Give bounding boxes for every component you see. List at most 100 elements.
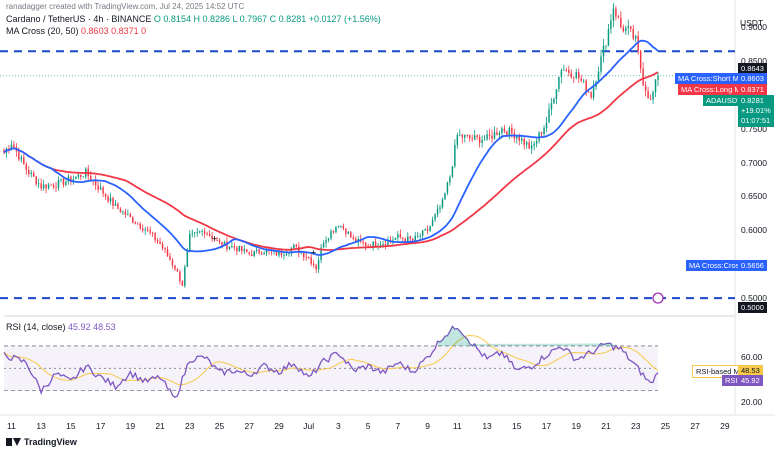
candle-body <box>132 216 134 223</box>
candle-body <box>451 166 454 177</box>
candle-body <box>184 266 186 286</box>
candle-body <box>644 85 647 91</box>
candle-body <box>241 246 243 251</box>
candle-body <box>151 232 154 234</box>
candle-body <box>65 181 67 185</box>
rsi-tick-label: 60.00 <box>741 352 763 363</box>
candle-body <box>99 187 102 190</box>
time-tick-label: 21 <box>155 421 165 431</box>
candle-body <box>387 239 389 245</box>
candle-body <box>174 265 176 270</box>
candle-body <box>340 225 342 227</box>
candle-body <box>327 238 330 241</box>
candle-body <box>652 92 654 100</box>
candle-body <box>565 69 568 71</box>
candle-body <box>461 134 464 138</box>
candle-body <box>330 231 332 239</box>
candle-body <box>146 229 149 231</box>
ma-label: MA Cross (20, 50) <box>6 26 79 36</box>
candle-body <box>238 246 241 252</box>
symbol-tag-label: ADAUSDT <box>703 95 745 106</box>
rsi-ma-tag-value: 48.53 <box>738 365 763 376</box>
candle-body <box>446 182 449 194</box>
candle-body <box>117 203 119 209</box>
candle-body <box>80 174 82 177</box>
candle-body <box>612 8 615 21</box>
ma-short-line <box>3 39 659 256</box>
ma-indicator-legend[interactable]: MA Cross (20, 50) 0.8603 0.8371 0 <box>6 26 146 36</box>
candle-body <box>409 236 412 239</box>
candle-body <box>42 184 45 189</box>
candle-body <box>563 69 565 71</box>
candle-body <box>647 90 649 99</box>
candle-body <box>293 244 295 249</box>
candle-body <box>189 233 191 251</box>
candle-body <box>30 172 32 174</box>
candle-body <box>107 196 109 202</box>
candle-body <box>456 134 459 145</box>
candle-body <box>617 16 620 18</box>
candle-body <box>166 249 169 257</box>
tradingview-brand: TradingView <box>24 437 77 447</box>
candle-body <box>625 27 627 32</box>
candle-body <box>454 144 456 167</box>
candle-body <box>607 28 610 46</box>
candle-body <box>144 229 146 231</box>
candle-body <box>582 80 585 82</box>
candle-body <box>307 257 310 259</box>
candle-body <box>203 231 206 234</box>
candle-body <box>444 193 446 200</box>
candle-body <box>139 223 141 229</box>
time-tick-label: Jul <box>303 421 315 431</box>
time-tick-label: 13 <box>36 421 46 431</box>
candle-body <box>471 138 473 140</box>
symbol-countdown: 01:07:51 <box>741 116 771 125</box>
price-tick-label: 0.5000 <box>741 293 767 304</box>
rsi-legend[interactable]: RSI (14, close) 45.92 48.53 <box>6 322 116 332</box>
candle-body <box>104 193 107 197</box>
candle-body <box>476 135 478 137</box>
candle-body <box>278 251 280 256</box>
tradingview-footer[interactable]: TradingView <box>6 437 77 447</box>
candle-body <box>3 150 5 153</box>
time-tick-label: 17 <box>541 421 552 431</box>
candle-body <box>213 239 216 241</box>
candle-body <box>112 197 114 206</box>
candle-body <box>253 250 255 257</box>
candle-body <box>639 51 642 69</box>
candle-body <box>610 20 612 29</box>
candle-body <box>605 45 607 47</box>
candle-body <box>496 132 498 136</box>
candle-body <box>392 239 394 241</box>
candle-body <box>560 70 563 77</box>
candle-body <box>590 92 592 98</box>
candle-body <box>528 142 530 149</box>
symbol-title[interactable]: Cardano / TetherUS · 4h · BINANCE <box>6 14 152 24</box>
candle-body <box>25 164 28 171</box>
candle-body <box>548 109 550 123</box>
candle-body <box>149 230 151 233</box>
candle-body <box>55 187 57 189</box>
cross-marker: + <box>311 248 316 258</box>
candle-body <box>137 223 139 225</box>
candle-body <box>201 231 203 232</box>
candle-body <box>602 45 605 57</box>
candle-body <box>258 249 260 254</box>
candle-body <box>521 138 523 141</box>
candle-body <box>315 265 317 270</box>
candle-body <box>198 231 201 233</box>
candle-body <box>347 231 350 234</box>
candle-body <box>50 184 52 186</box>
candle-body <box>265 249 268 254</box>
candle-body <box>459 134 461 136</box>
candle-body <box>317 259 320 270</box>
candle-body <box>45 184 47 189</box>
candle-body <box>129 214 132 217</box>
candle-body <box>481 140 483 143</box>
candle-body <box>10 144 13 150</box>
candle-body <box>587 91 590 93</box>
candle-body <box>275 250 278 256</box>
symbol-price: 0.8281 <box>741 96 764 105</box>
